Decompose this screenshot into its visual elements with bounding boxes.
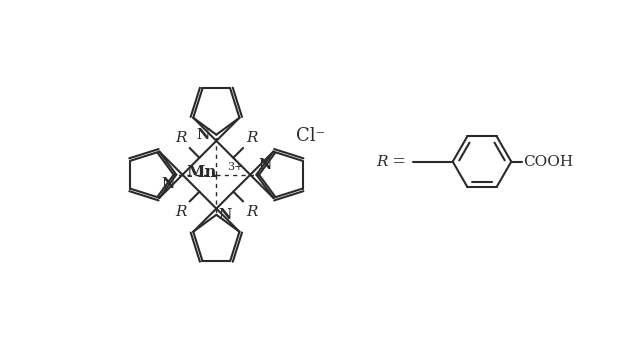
Text: Cl⁻: Cl⁻ xyxy=(296,127,324,145)
Text: COOH: COOH xyxy=(524,155,573,169)
Text: R: R xyxy=(246,204,258,219)
Text: =: = xyxy=(387,153,406,170)
Text: N: N xyxy=(219,208,232,222)
Text: R: R xyxy=(376,155,388,169)
Text: R: R xyxy=(246,131,258,145)
Text: N: N xyxy=(258,158,271,172)
Text: R: R xyxy=(175,204,186,219)
Text: N: N xyxy=(161,177,175,191)
Text: N: N xyxy=(196,128,209,142)
Text: Mn: Mn xyxy=(186,164,216,181)
Text: R: R xyxy=(175,131,186,145)
Text: 3+: 3+ xyxy=(227,162,244,172)
